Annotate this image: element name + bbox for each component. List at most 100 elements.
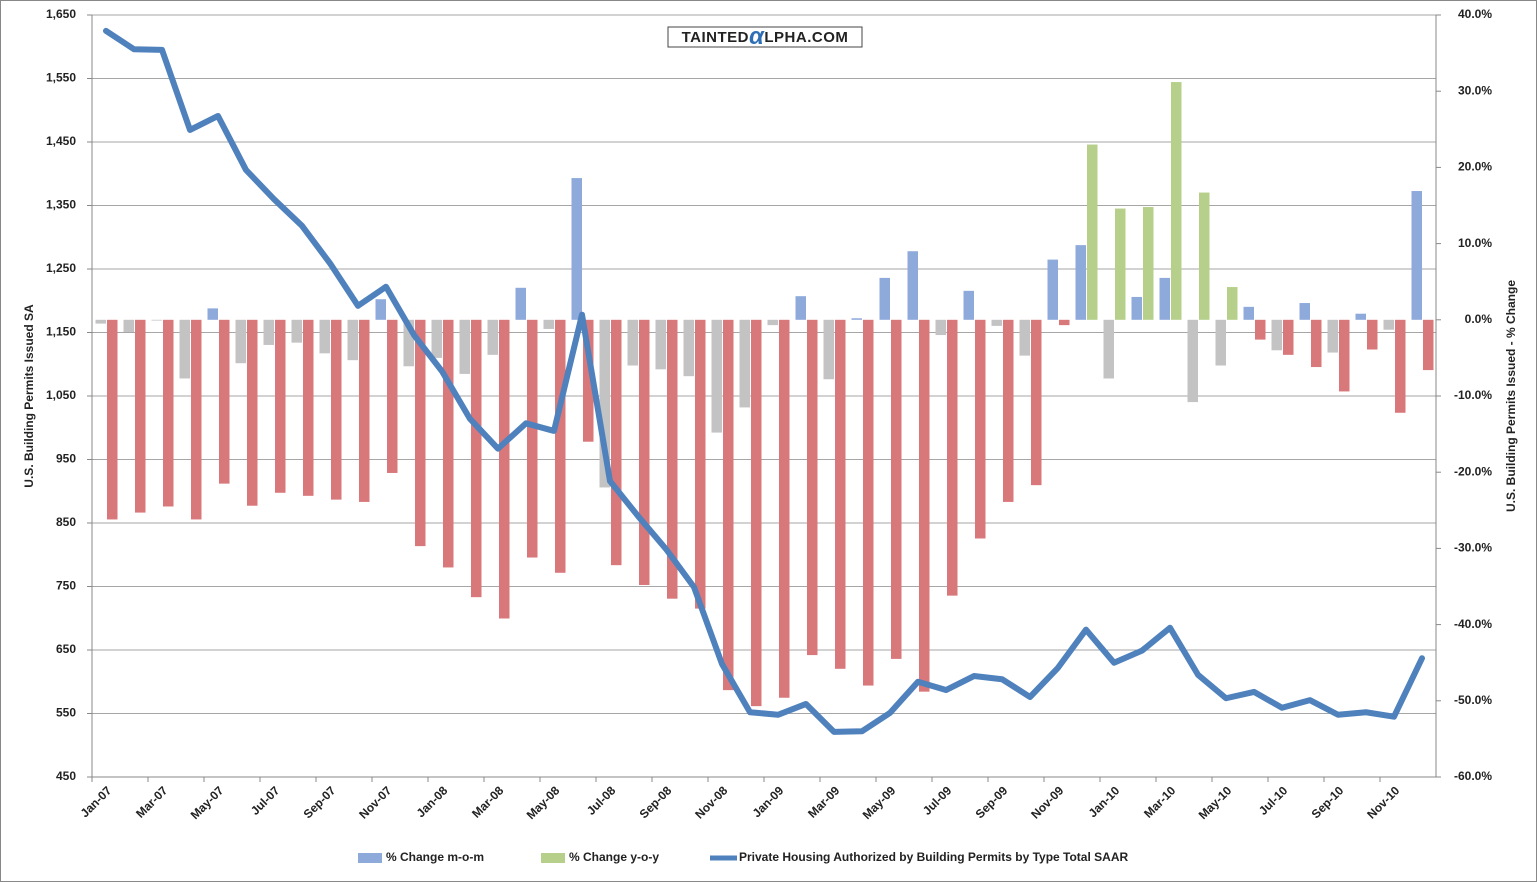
bar [1103,319,1114,379]
bar [779,319,790,698]
bar [739,319,750,408]
legend-label: % Change y-o-y [569,850,659,864]
bar [891,319,902,659]
bar [1031,319,1042,486]
bar [655,319,666,370]
y-tick-label: 1,250 [46,261,76,275]
bar [527,319,538,558]
y-tick-label: 1,550 [46,71,76,85]
bar [179,319,190,379]
bar [135,319,146,513]
bar [963,290,974,320]
y2-tick-label: 10.0% [1458,236,1492,250]
bar [919,319,930,692]
watermark: TAINTEDαLPHA.COM [667,23,863,50]
bar [807,319,818,656]
bar [191,319,202,520]
y2-tick-label: -40.0% [1454,617,1492,631]
legend: % Change m-o-m % Change y-o-y Private Hous… [358,850,1128,864]
bar [835,319,846,669]
bar [1159,277,1170,320]
y2-tick-label: 40.0% [1458,7,1492,21]
watermark-part: LPHA.COM [764,29,848,46]
y-tick-label: 850 [56,515,76,529]
bar [611,319,622,566]
bar [767,319,778,326]
bar [431,319,442,358]
bar [695,319,706,609]
y2-tick-label: -30.0% [1454,541,1492,555]
bar [347,319,358,361]
bar [863,319,874,686]
y2-axis-title: U.S. Building Permits Issued - % Change [1504,280,1518,512]
y-tick-label: 1,450 [46,134,76,148]
bar [1411,191,1422,320]
bar [1339,319,1350,392]
bar [107,319,118,520]
bar [639,319,650,585]
y-tick-label: 950 [56,452,76,466]
bar [387,319,398,473]
bar [291,319,302,343]
bar [443,319,454,568]
grid [92,14,1436,778]
bar [1115,208,1126,320]
y2-tick-label: 20.0% [1458,160,1492,174]
bar [1227,287,1238,320]
bar [1271,319,1282,351]
bar [907,251,918,320]
bar [331,319,342,500]
bar [1299,303,1310,320]
watermark-box [667,26,863,48]
bar [459,319,470,374]
bar [1355,313,1366,320]
line [103,27,1425,735]
bar [487,319,498,355]
bar [303,319,314,496]
legend-marker [541,853,565,863]
bar [375,299,386,320]
y-tick-label: 1,350 [46,198,76,212]
bar [515,287,526,320]
y-tick-label: 1,650 [46,7,76,21]
bar [1143,207,1154,320]
bar [1367,319,1378,350]
bar [1383,319,1394,330]
y2-tick-label: -60.0% [1454,769,1492,783]
y-tick-label: 750 [56,579,76,593]
y2-tick-label: 30.0% [1458,83,1492,97]
y2-tick-label: -50.0% [1454,693,1492,707]
bar [1075,245,1086,320]
bar [751,319,762,707]
bar [1187,319,1198,403]
bar [1199,192,1210,320]
bar [1283,319,1294,355]
bar [471,319,482,598]
bar [415,319,426,547]
y-tick-label: 650 [56,642,76,656]
bar [403,319,414,367]
bar [1395,319,1406,413]
legend-marker [358,853,382,863]
bar [1423,319,1434,371]
bar [1171,82,1182,320]
bar [1255,319,1266,340]
bar [723,319,734,691]
bar [163,319,174,507]
bar [683,319,694,377]
bar [95,319,106,324]
bar [667,319,678,599]
bar [555,319,566,573]
y2-tick-label: 0.0% [1465,312,1493,326]
bar [219,319,230,484]
bar-series [95,178,1422,488]
bar [851,318,862,320]
y2-tick-label: -10.0% [1454,388,1492,402]
bar [935,319,946,336]
y-tick-label: 450 [56,769,76,783]
bar [795,296,806,320]
bar [1243,306,1254,320]
watermark-part: α [749,23,765,50]
